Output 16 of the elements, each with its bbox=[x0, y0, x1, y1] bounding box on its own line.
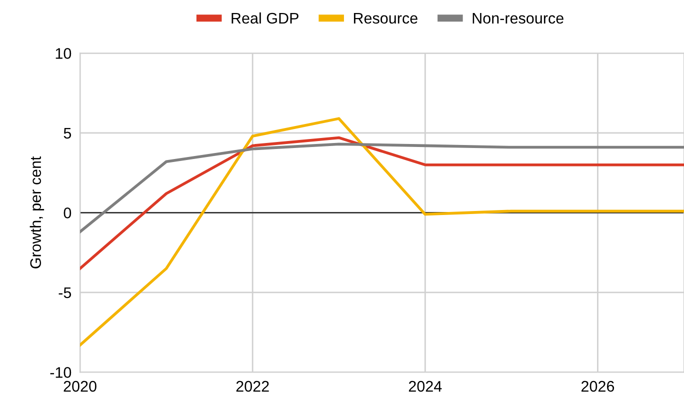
x-tick-label: 2022 bbox=[236, 380, 269, 392]
legend-label: Non-resource bbox=[472, 12, 564, 24]
y-tick-label: -5 bbox=[58, 287, 72, 298]
y-axis-title: Growth, per cent bbox=[30, 156, 44, 268]
y-tick-label: -10 bbox=[50, 367, 72, 378]
x-tick-label: 2026 bbox=[581, 380, 614, 392]
line-series bbox=[80, 117, 684, 346]
legend-label: Resource bbox=[354, 12, 418, 24]
x-tick-label: 2020 bbox=[64, 380, 96, 392]
y-tick-label: 10 bbox=[56, 48, 72, 59]
y-tick-label: 5 bbox=[64, 128, 72, 139]
line-series bbox=[80, 142, 684, 234]
y-tick-label: 0 bbox=[64, 208, 72, 218]
line-series bbox=[80, 136, 684, 270]
x-tick-label: 2024 bbox=[408, 380, 442, 392]
legend-label: Real GDP bbox=[232, 12, 298, 24]
